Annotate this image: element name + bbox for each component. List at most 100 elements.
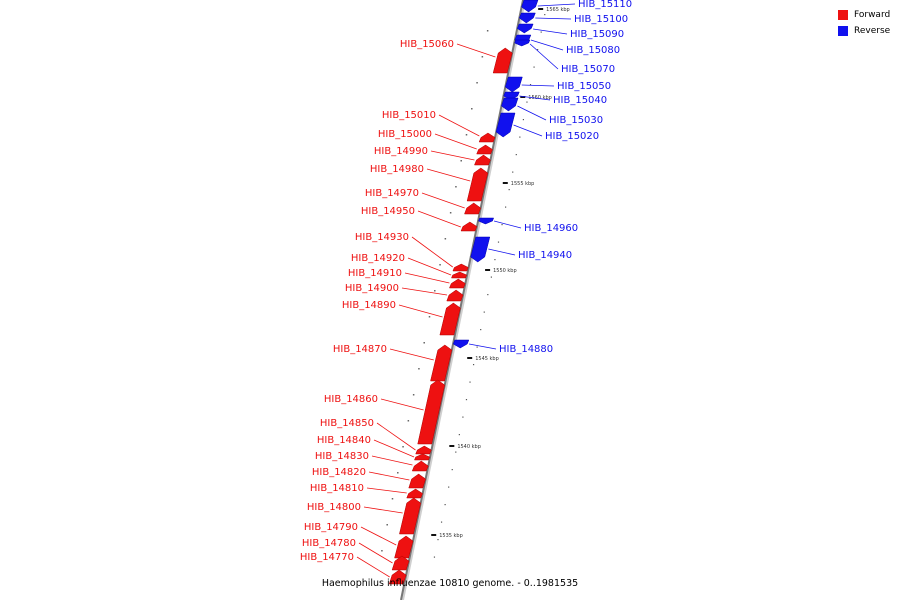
tick-mark bbox=[449, 445, 455, 447]
gene-arrow bbox=[460, 221, 478, 232]
scale-dot bbox=[486, 30, 489, 32]
legend-forward: Forward bbox=[838, 8, 890, 22]
scale-dot bbox=[412, 394, 415, 396]
label-leader bbox=[398, 304, 443, 318]
label-leader bbox=[493, 220, 522, 229]
scale-dot bbox=[490, 276, 492, 278]
scale-dot bbox=[483, 311, 485, 313]
label-leader bbox=[376, 422, 416, 451]
tick-label: 1550 kbp bbox=[493, 268, 517, 274]
label-leader bbox=[530, 39, 564, 51]
scale-dot bbox=[386, 524, 388, 526]
gene-label: HIB_15070 bbox=[561, 64, 615, 75]
gene-label: HIB_14970 bbox=[365, 188, 419, 199]
scale-dot bbox=[476, 82, 478, 84]
gene-arrow bbox=[470, 236, 491, 263]
tick-label: 1535 kbp bbox=[439, 533, 463, 539]
label-leader bbox=[363, 506, 403, 514]
gene-label: HIB_14940 bbox=[518, 250, 572, 261]
label-leader bbox=[356, 556, 390, 578]
scale-dot bbox=[423, 342, 425, 344]
scale-dot bbox=[458, 434, 460, 436]
scale-dot bbox=[515, 154, 517, 156]
gene-arrow bbox=[474, 154, 491, 166]
label-leader bbox=[417, 210, 461, 228]
label-leader bbox=[373, 439, 415, 458]
gene-label: HIB_14880 bbox=[499, 344, 553, 355]
scale-dot bbox=[428, 316, 431, 318]
gene-label: HIB_14800 bbox=[307, 502, 361, 513]
label-leader bbox=[426, 168, 471, 182]
label-leader bbox=[537, 3, 576, 7]
scale-dot bbox=[462, 416, 464, 418]
label-leader bbox=[368, 471, 410, 481]
scale-dot bbox=[440, 521, 443, 523]
gene-arrow bbox=[521, 0, 539, 13]
scale-dot bbox=[540, 31, 542, 33]
scale-dot bbox=[497, 241, 500, 243]
gene-arrow bbox=[417, 379, 446, 445]
label-leader bbox=[488, 248, 516, 256]
gene-arrow bbox=[466, 167, 489, 202]
gene-label: HIB_14820 bbox=[312, 467, 366, 478]
scale-dot bbox=[448, 486, 450, 488]
scale-dot bbox=[508, 189, 510, 191]
gene-arrow bbox=[399, 497, 422, 535]
gene-label: HIB_15030 bbox=[549, 115, 603, 126]
scale-dot bbox=[481, 56, 484, 58]
scale-dot bbox=[472, 364, 475, 366]
scale-dot bbox=[519, 136, 521, 138]
gene-arrow bbox=[519, 12, 536, 24]
scale-dot bbox=[544, 14, 546, 16]
label-leader bbox=[456, 43, 496, 58]
gene-label: HIB_14840 bbox=[317, 435, 371, 446]
label-leader bbox=[407, 257, 452, 276]
gene-arrow bbox=[415, 445, 432, 455]
label-leader bbox=[438, 114, 480, 137]
scale-dot bbox=[522, 119, 525, 121]
gene-label: HIB_14850 bbox=[320, 418, 374, 429]
label-leader bbox=[404, 272, 450, 284]
scale-dot bbox=[433, 556, 436, 558]
backbone-line bbox=[400, 0, 524, 600]
gene-arrow bbox=[451, 271, 468, 279]
gene-label: HIB_15020 bbox=[545, 131, 599, 142]
genome-caption: Haemophilus influenzae 10810 genome. - 0… bbox=[321, 578, 579, 589]
gene-label: HIB_15090 bbox=[570, 29, 624, 40]
scale-dot bbox=[537, 49, 539, 51]
gene-label: HIB_14950 bbox=[361, 206, 415, 217]
gene-label: HIB_15010 bbox=[382, 110, 436, 121]
gene-label: HIB_14780 bbox=[302, 538, 356, 549]
scale-dot bbox=[465, 399, 468, 401]
label-leader bbox=[380, 398, 424, 411]
tick-mark bbox=[502, 182, 508, 184]
gene-arrow bbox=[516, 23, 534, 34]
label-leader bbox=[517, 105, 547, 121]
scale-dot bbox=[460, 160, 462, 162]
tick-mark bbox=[485, 269, 491, 271]
gene-arrow bbox=[505, 76, 523, 93]
scale-dot bbox=[434, 290, 436, 292]
label-leader bbox=[513, 124, 543, 137]
gene-label: HIB_14860 bbox=[324, 394, 378, 405]
scale-dot bbox=[439, 264, 441, 266]
legend-forward-label: Forward bbox=[854, 10, 891, 20]
label-leader bbox=[360, 526, 397, 546]
scale-dot bbox=[505, 206, 507, 208]
gene-label: HIB_14890 bbox=[342, 300, 396, 311]
scale-dot bbox=[455, 451, 457, 453]
label-leader bbox=[535, 17, 572, 20]
scale-dot bbox=[444, 238, 447, 240]
reverse-swatch bbox=[838, 26, 848, 36]
gene-label: HIB_15110 bbox=[578, 0, 632, 10]
tick-label: 1545 kbp bbox=[475, 356, 499, 362]
scale-dot bbox=[494, 259, 496, 261]
forward-swatch bbox=[838, 10, 848, 20]
label-leader bbox=[389, 348, 434, 361]
scale-dot bbox=[397, 472, 399, 474]
scale-dot bbox=[487, 294, 489, 296]
legend: Forward Reverse bbox=[838, 8, 890, 40]
gene-label: HIB_15000 bbox=[378, 129, 432, 140]
gene-label: HIB_14980 bbox=[370, 164, 424, 175]
gene-arrow bbox=[478, 217, 495, 225]
